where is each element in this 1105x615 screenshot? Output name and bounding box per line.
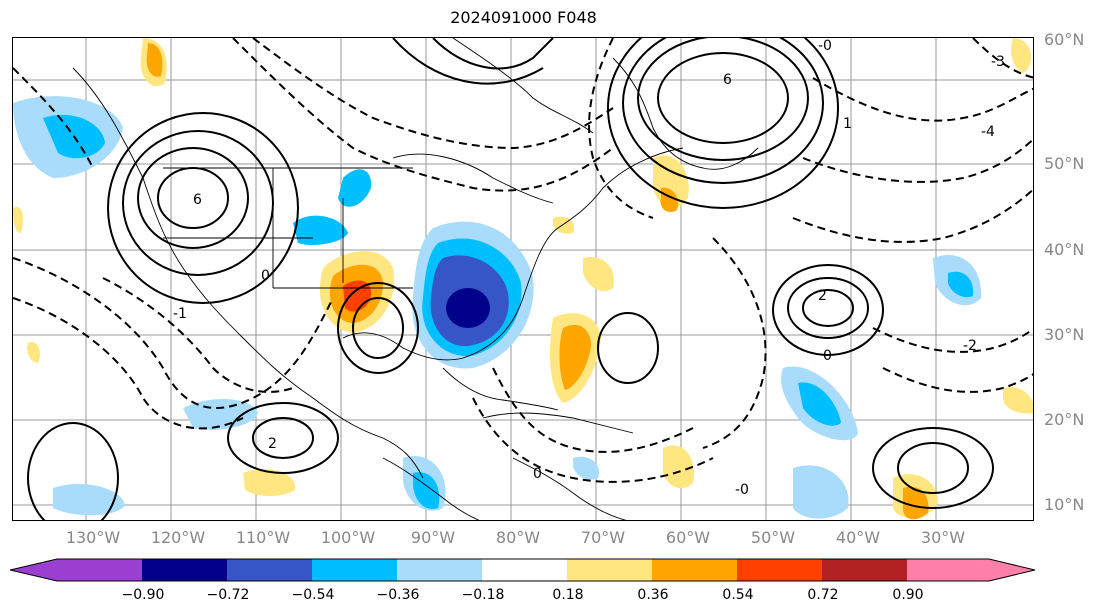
lon-label: 30°W: [920, 528, 966, 547]
colorbar-tick: −0.18: [461, 587, 505, 603]
contours-solid: [27, 38, 994, 520]
colorbar-segment: [652, 559, 737, 581]
colorbar-segment: [822, 559, 907, 581]
map-title: 2024091000 F048: [450, 8, 597, 27]
lon-label: 90°W: [410, 528, 456, 547]
colorbar-segment: [482, 559, 567, 581]
lon-label: 70°W: [580, 528, 626, 547]
colorbar-segment: [737, 559, 822, 581]
lon-label: 50°W: [750, 528, 796, 547]
colorbar-tick: −0.72: [206, 587, 250, 603]
contour-label: -0: [735, 482, 749, 498]
lat-label: 30°N: [1044, 325, 1085, 344]
colorbar-tick: −0.36: [376, 587, 420, 603]
colorbar-tick: −0.90: [121, 587, 165, 603]
contour-label: -4: [981, 124, 995, 140]
colorbar-tick: −0.54: [291, 587, 335, 603]
map-panel: 6 6 0 0 0 -3 -2 -4 2 2 1 -1 -0 -0: [12, 37, 1034, 521]
contour-label: -3: [991, 54, 1005, 70]
lat-label: 50°N: [1044, 154, 1085, 173]
lat-label: 10°N: [1044, 495, 1085, 514]
lat-label: 20°N: [1044, 410, 1085, 429]
lon-label: 60°W: [665, 528, 711, 547]
lat-label: 40°N: [1044, 240, 1085, 259]
contour-label: 0: [261, 268, 270, 284]
contour-label: -1: [173, 306, 187, 322]
colorbar-segment: [907, 559, 1035, 581]
contour-label: 0: [823, 348, 832, 364]
colorbar-tick: 0.18: [552, 587, 584, 603]
colorbar-segment: [312, 559, 397, 581]
lon-label: 110°W: [235, 528, 291, 547]
contour-label: 2: [268, 436, 277, 452]
colorbar: [10, 558, 1036, 582]
lon-label: 40°W: [835, 528, 881, 547]
lon-label: 120°W: [150, 528, 206, 547]
contour-label: -0: [818, 38, 832, 54]
contour-label: 6: [723, 72, 732, 88]
contour-labels: 6 6 0 0 0 -3 -2 -4 2 2 1 -1 -0 -0: [173, 38, 1005, 498]
contour-label: 0: [533, 466, 542, 482]
contour-label: -2: [963, 338, 977, 354]
contours-dashed: [13, 38, 1033, 483]
lon-label: 80°W: [495, 528, 541, 547]
colorbar-segment: [142, 559, 227, 581]
contour-label: 1: [843, 116, 852, 132]
colorbar-tick: 0.90: [892, 587, 924, 603]
colorbar-tick: 0.72: [807, 587, 839, 603]
contour-label: 6: [193, 192, 202, 208]
colorbar-tick: 0.36: [637, 587, 669, 603]
lon-label: 130°W: [65, 528, 121, 547]
coastlines: [72, 38, 759, 520]
lat-label: 60°N: [1044, 30, 1085, 49]
map-canvas: 6 6 0 0 0 -3 -2 -4 2 2 1 -1 -0 -0: [13, 38, 1033, 520]
colorbar-tick: 0.54: [722, 587, 754, 603]
colorbar-segment: [567, 559, 652, 581]
colorbar-segment: [10, 559, 142, 581]
contour-label: 2: [818, 288, 827, 304]
lon-label: 100°W: [320, 528, 376, 547]
colorbar-segment: [397, 559, 482, 581]
colorbar-segment: [227, 559, 312, 581]
